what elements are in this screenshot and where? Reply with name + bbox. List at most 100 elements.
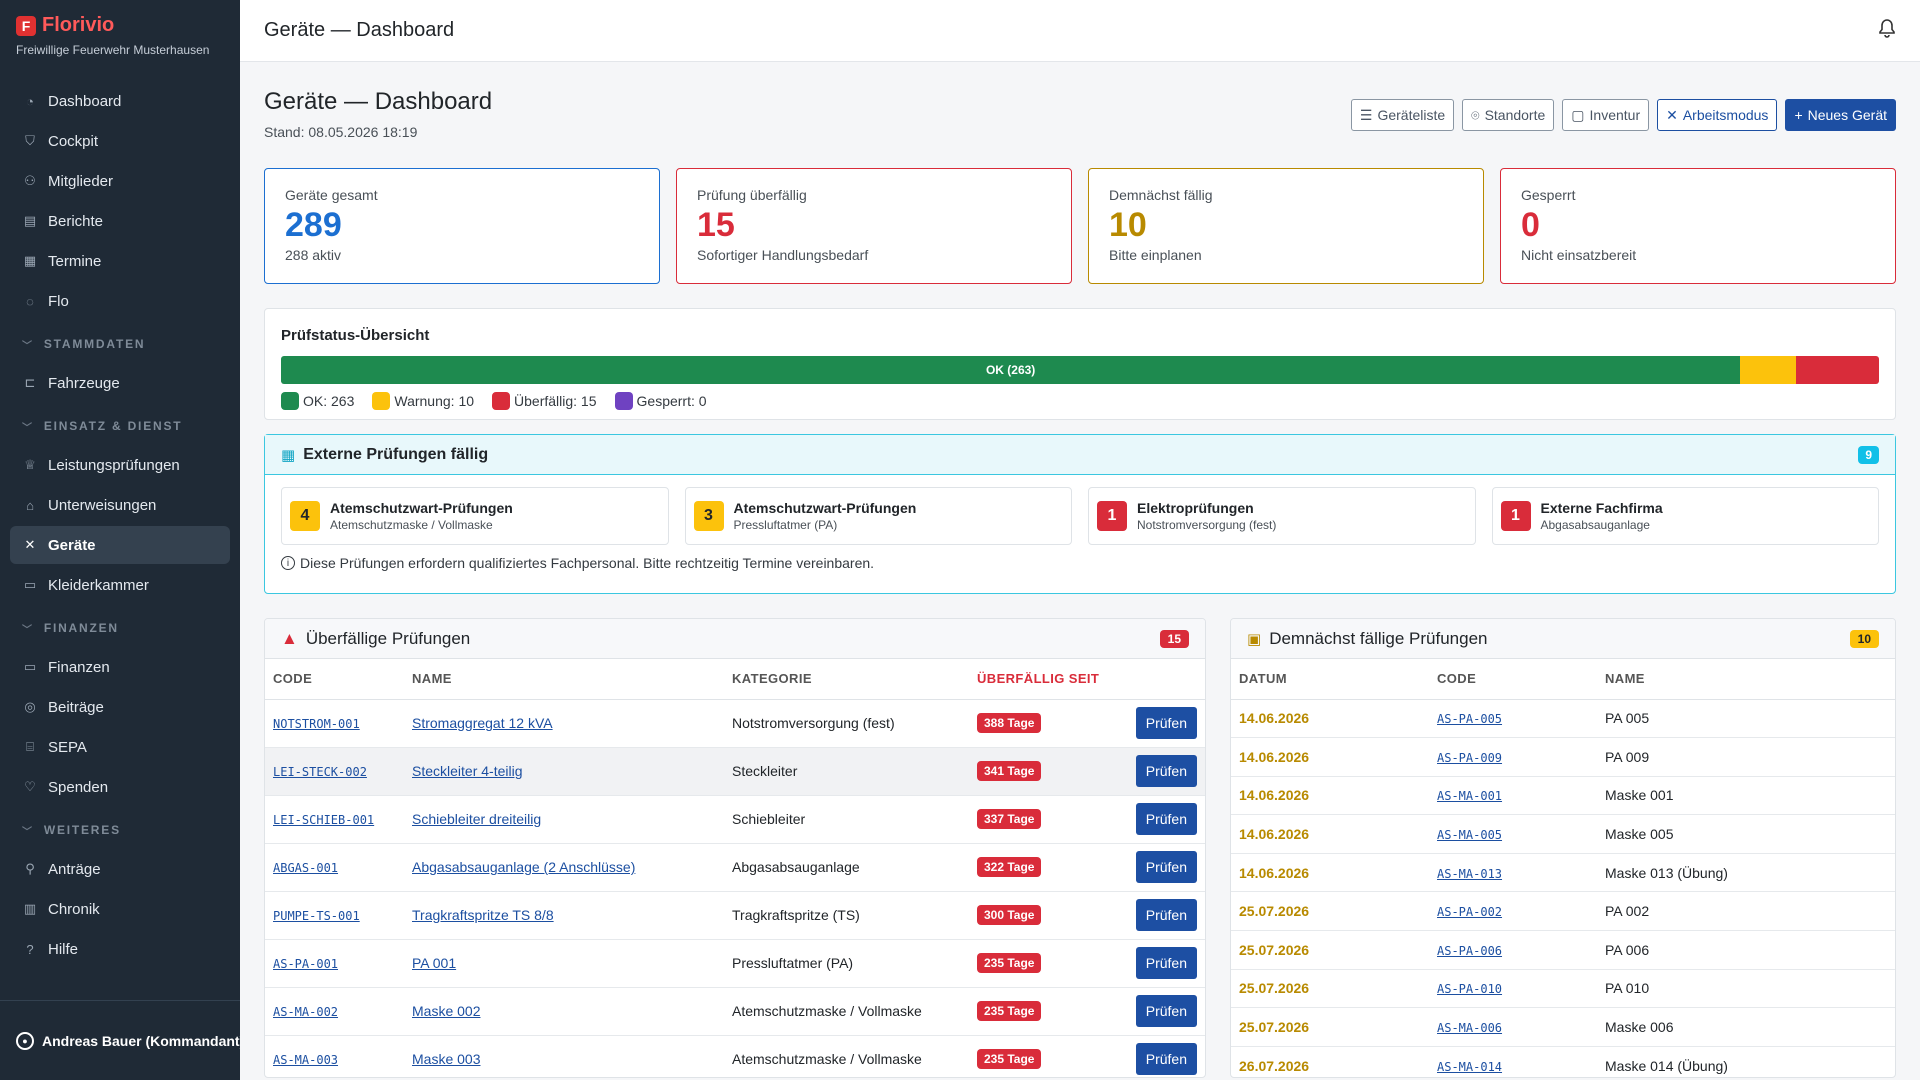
sidebar-item-flo[interactable]: ◌ Flo: [10, 282, 230, 320]
sidebar-section-weiteres[interactable]: ﹀ WEITERES: [10, 812, 230, 848]
tools-icon: ✕: [24, 537, 36, 552]
chevron-down-icon: ﹀: [22, 826, 34, 838]
geraet-code-link[interactable]: AS-PA-010: [1437, 982, 1503, 997]
brand-name[interactable]: Florivio: [42, 14, 115, 36]
table-row: LEI-STECK-002 Steckleiter 4-teilig Steckle…: [265, 747, 1205, 796]
overdue-days-badge: 388 Tage: [977, 713, 1042, 733]
stat-value: 0: [1521, 206, 1540, 244]
user-menu[interactable]: ● Andreas Bauer (Kommandant): [0, 1000, 240, 1080]
sidebar-section-stammdaten[interactable]: ﹀ STAMMDATEN: [10, 326, 230, 362]
pruefen-button[interactable]: Prüfen: [1135, 947, 1197, 979]
externe-card[interactable]: 4 Atemschutzwart-Prüfungen Atemschutzmaske…: [281, 487, 669, 545]
geraet-code-link[interactable]: NOTSTROM-001: [273, 717, 360, 731]
sidebar-item-leistungspruefungen[interactable]: ♕ Leistungsprüfungen: [10, 446, 230, 484]
stat-value: 289: [285, 206, 342, 244]
geraet-name-link[interactable]: Steckleiter 4-teilig: [412, 763, 523, 779]
sidebar-item-finanzen[interactable]: ▭ Finanzen: [10, 648, 230, 686]
sidebar-item-kleiderkammer[interactable]: ▭ Kleiderkammer: [10, 566, 230, 604]
geraet-code-link[interactable]: ABGAS-001: [273, 861, 339, 875]
geraet-code-link[interactable]: AS-MA-013: [1437, 866, 1503, 881]
sidebar-item-fahrzeuge[interactable]: ⊏ Fahrzeuge: [10, 364, 230, 402]
col-kategorie[interactable]: KATEGORIE: [724, 659, 969, 700]
datum-cell: 25.07.2026: [1231, 969, 1429, 1009]
table-row: 14.06.2026 AS-PA-005 PA 005: [1231, 699, 1895, 739]
sidebar-section-einsatz-dienst[interactable]: ﹀ EINSATZ & DIENST: [10, 408, 230, 444]
stat-hint: 288 aktiv: [285, 247, 342, 263]
arbeitsmodus-button[interactable]: ✕ Arbeitsmodus: [1657, 99, 1778, 131]
geraet-code-link[interactable]: AS-MA-002: [273, 1005, 339, 1019]
geraet-name-link[interactable]: Tragkraftspritze TS 8/8: [412, 907, 554, 923]
geraet-name-link[interactable]: Maske 002: [412, 1003, 481, 1019]
stat-card-gesperrt[interactable]: Gesperrt 0 Nicht einsatzbereit: [1500, 168, 1896, 284]
geraet-code-link[interactable]: LEI-SCHIEB-001: [273, 813, 375, 827]
inventur-button[interactable]: ▢ Inventur: [1562, 99, 1650, 131]
plus-icon: +: [1794, 107, 1803, 123]
geraet-code-link[interactable]: AS-MA-001: [1437, 789, 1503, 804]
stat-card-geraete-gesamt[interactable]: Geräte gesamt 289 288 aktiv: [264, 168, 660, 284]
sidebar-section-finanzen[interactable]: ﹀ FINANZEN: [10, 610, 230, 646]
stat-card-pruefung-ueberfaellig[interactable]: Prüfung überfällig 15 Sofortiger Handlungs…: [676, 168, 1072, 284]
col-datum[interactable]: DATUM: [1231, 659, 1429, 700]
shield-icon: ⛉: [25, 133, 35, 148]
geraet-name-cell: Maske 006: [1597, 1007, 1895, 1047]
sidebar-item-termine[interactable]: ▦ Termine: [10, 242, 230, 280]
kategorie-cell: Notstromversorgung (fest): [724, 699, 969, 748]
col-code[interactable]: CODE: [265, 659, 404, 700]
col-name[interactable]: NAME: [1597, 659, 1895, 700]
geraet-code-link[interactable]: AS-PA-002: [1437, 905, 1503, 920]
col-code[interactable]: CODE: [1429, 659, 1597, 700]
bell-icon[interactable]: [1878, 18, 1896, 43]
geraet-code-link[interactable]: AS-MA-003: [273, 1053, 339, 1067]
datum-cell: 26.07.2026: [1231, 1046, 1429, 1077]
pruefen-button[interactable]: Prüfen: [1135, 803, 1197, 835]
geraet-name-link[interactable]: Stromaggregat 12 kVA: [412, 715, 553, 731]
sidebar-item-spenden[interactable]: ♡ Spenden: [10, 768, 230, 806]
sidebar-item-mitglieder[interactable]: ⚇ Mitglieder: [10, 162, 230, 200]
pruefen-button[interactable]: Prüfen: [1135, 995, 1197, 1027]
sidebar-item-chronik[interactable]: ▥ Chronik: [10, 890, 230, 928]
sidebar-item-beitraege[interactable]: ◎ Beiträge: [10, 688, 230, 726]
externe-note: i Diese Prüfungen erfordern qualifiziert…: [265, 545, 1895, 571]
pruefen-button[interactable]: Prüfen: [1135, 707, 1197, 739]
geraet-code-link[interactable]: AS-PA-005: [1437, 712, 1503, 727]
geraet-code-link[interactable]: AS-PA-001: [273, 957, 339, 971]
sidebar-item-unterweisungen[interactable]: ⌂ Unterweisungen: [10, 486, 230, 524]
stat-card-demnaechst-faellig[interactable]: Demnächst fällig 10 Bitte einplanen: [1088, 168, 1484, 284]
externe-card[interactable]: 3 Atemschutzwart-Prüfungen Pressluftatmer …: [684, 487, 1072, 545]
geraet-name-link[interactable]: PA 001: [412, 955, 457, 971]
geraet-code-link[interactable]: AS-MA-005: [1437, 828, 1503, 843]
sidebar-item-hilfe[interactable]: ? Hilfe: [10, 930, 230, 968]
col-ueberfaellig-seit[interactable]: ÜBERFÄLLIG SEIT: [969, 659, 1125, 700]
geraet-code-link[interactable]: AS-MA-014: [1437, 1059, 1503, 1074]
pruefen-button[interactable]: Prüfen: [1135, 899, 1197, 931]
sidebar-item-dashboard[interactable]: ◔ Dashboard: [10, 82, 230, 120]
geraet-code-link[interactable]: LEI-STECK-002: [273, 765, 367, 779]
pruefen-button[interactable]: Prüfen: [1135, 1043, 1197, 1075]
standorte-button[interactable]: ⌾ Standorte: [1462, 99, 1555, 131]
sidebar-item-cockpit[interactable]: ⛉ Cockpit: [10, 122, 230, 160]
geraet-code-link[interactable]: AS-MA-006: [1437, 1021, 1503, 1036]
neues-geraet-button[interactable]: + Neues Gerät: [1785, 99, 1896, 131]
stat-hint: Sofortiger Handlungsbedarf: [697, 247, 869, 263]
sidebar-section-title: WEITERES: [43, 823, 121, 837]
sidebar-item-sepa[interactable]: ⌸ SEPA: [10, 728, 230, 766]
externe-card[interactable]: 1 Elektroprüfungen Notstromversorgung (fes…: [1088, 487, 1476, 545]
sidebar-item-berichte[interactable]: ▤ Berichte: [10, 202, 230, 240]
geraet-name-link[interactable]: Abgasabsauganlage (2 Anschlüsse): [412, 859, 636, 875]
sidebar-item-label: SEPA: [48, 738, 87, 756]
pruefen-button[interactable]: Prüfen: [1135, 851, 1197, 883]
sidebar-item-geraete[interactable]: ✕ Geräte: [10, 526, 230, 564]
pruefen-button[interactable]: Prüfen: [1135, 755, 1197, 787]
table-row: 25.07.2026 AS-PA-010 PA 010: [1231, 969, 1895, 1009]
col-name[interactable]: NAME: [404, 659, 724, 700]
externe-card[interactable]: 1 Externe Fachfirma Abgasabsauganlage: [1491, 487, 1879, 545]
geraet-code-link[interactable]: AS-PA-009: [1437, 750, 1503, 765]
geraet-name-link[interactable]: Schiebleiter dreiteilig: [412, 811, 542, 827]
sidebar-item-label: Beiträge: [48, 698, 104, 716]
geraet-code-link[interactable]: AS-PA-006: [1437, 943, 1503, 958]
geraet-code-link[interactable]: PUMPE-TS-001: [273, 909, 360, 923]
geraeteliste-button[interactable]: ☰ Geräteliste: [1350, 99, 1455, 131]
geraet-name-link[interactable]: Maske 003: [412, 1051, 481, 1067]
stat-label: Demnächst fällig: [1109, 187, 1213, 203]
sidebar-item-antraege[interactable]: ⚲ Anträge: [10, 850, 230, 888]
